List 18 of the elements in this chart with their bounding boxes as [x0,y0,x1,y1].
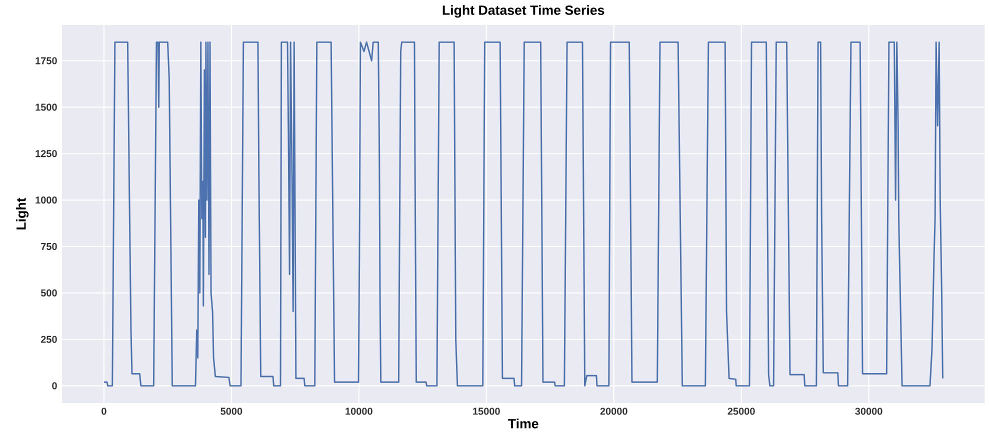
y-tick-label: 750 [41,242,57,250]
y-tick-label: 1500 [36,104,57,111]
x-tick-label: 5000 [220,408,242,415]
y-tick-label: 500 [40,289,57,296]
x-axis-title: Time [508,418,538,428]
y-tick-label: 250 [40,336,57,343]
x-tick-label: 25000 [728,408,755,415]
x-tick-label: 30000 [855,408,882,415]
y-tick-label: 1750 [36,57,57,64]
y-tick-label: 1250 [36,150,57,158]
y-tick-label: 0 [52,382,57,390]
x-tick-label: 15000 [473,408,500,415]
y-tick-label: 1000 [36,196,57,204]
x-tick-label: 0 [102,408,106,415]
x-tick-label: 20000 [600,408,628,415]
chart-title: Light Dataset Time Series [442,5,604,18]
x-tick-label: 10000 [346,408,372,415]
y-axis-title: Light [16,198,29,230]
